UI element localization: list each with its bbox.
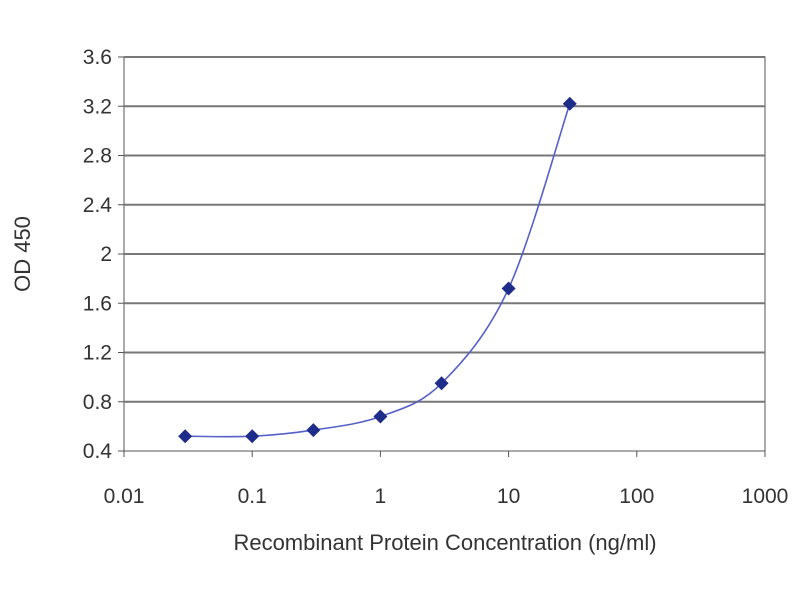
data-point bbox=[434, 376, 449, 391]
data-point bbox=[562, 96, 577, 111]
y-tick-label: 0.4 bbox=[83, 440, 113, 463]
data-point bbox=[306, 423, 321, 438]
y-axis-title: OD 450 bbox=[10, 216, 35, 292]
series-group bbox=[178, 96, 577, 444]
y-tick-label: 3.6 bbox=[83, 46, 112, 69]
y-axis-ticks: 0.4 0.8 1.2 1.6 2 2.4 2.8 3.2 3.6 bbox=[83, 46, 124, 463]
y-tick-label: 1.6 bbox=[83, 292, 112, 315]
x-tick-label: 0.01 bbox=[104, 485, 145, 508]
x-tick-label: 1000 bbox=[742, 485, 789, 508]
y-tick-label: 0.8 bbox=[83, 391, 112, 414]
y-tick-label: 2 bbox=[100, 243, 112, 266]
data-point bbox=[178, 429, 193, 444]
x-tick-label: 1 bbox=[375, 485, 387, 508]
x-tick-label: 10 bbox=[497, 485, 520, 508]
y-tick-label: 1.2 bbox=[83, 342, 112, 365]
x-tick-label: 0.1 bbox=[238, 485, 267, 508]
x-axis-ticks: 0.01 0.1 1 10 100 1000 bbox=[104, 451, 789, 508]
y-tick-label: 2.8 bbox=[83, 145, 112, 168]
gridlines bbox=[124, 56, 765, 403]
data-point bbox=[245, 429, 260, 444]
data-point bbox=[501, 281, 516, 296]
x-axis-title: Recombinant Protein Concentration (ng/ml… bbox=[233, 530, 656, 555]
data-point bbox=[373, 409, 388, 424]
y-tick-label: 2.4 bbox=[83, 194, 113, 217]
y-tick-label: 3.2 bbox=[83, 95, 112, 118]
x-tick-label: 100 bbox=[619, 485, 654, 508]
